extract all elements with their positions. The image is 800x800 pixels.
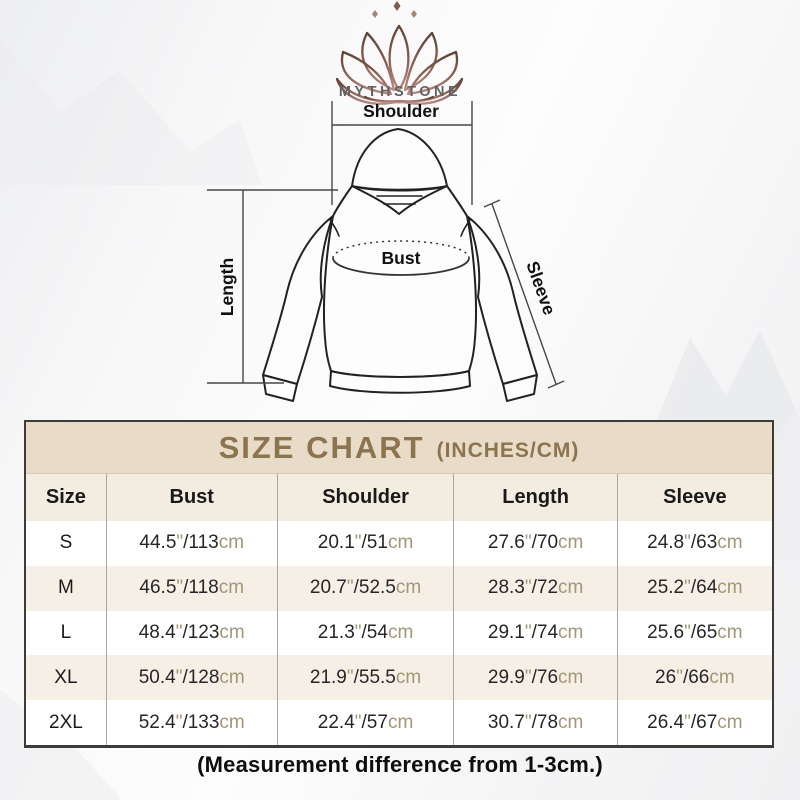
size-value: S xyxy=(59,532,73,554)
size-value: L xyxy=(60,621,72,643)
sleeve-measurement: 24.8 "/63 cm xyxy=(616,521,772,566)
hoodie-body xyxy=(323,185,477,378)
column-header-bust: Bust xyxy=(105,474,277,521)
length-measurement: 30.7 "/78 cm xyxy=(453,700,616,745)
hoodie-left-sleeve xyxy=(262,215,334,385)
column-header-length: Length xyxy=(453,474,616,521)
shoulder-measurement: 21.9 "/55.5 cm xyxy=(276,655,454,701)
sleeve-dimension-line xyxy=(483,199,565,389)
lotus-logo-icon xyxy=(335,24,464,105)
shoulder-label: Shoulder xyxy=(363,101,439,121)
hoodie-measurement-diagram: MYTHSTONE Shoulder Length Bust Sleeve xyxy=(207,1,565,402)
hoodie-outline xyxy=(262,128,538,402)
hoodie-left-cuff xyxy=(262,374,298,402)
bust-measurement: 50.4 "/128 cm xyxy=(105,655,277,701)
measurement-footnote: (Measurement difference from 1-3cm.) xyxy=(197,752,603,777)
bust-label: Bust xyxy=(382,248,421,268)
size-value: XL xyxy=(54,666,78,688)
bust-ellipse-solid xyxy=(332,257,470,276)
size-chart-title-units: (INCHES/CM) xyxy=(436,438,580,462)
size-chart-title: SIZE CHART xyxy=(218,429,425,465)
column-header-sleeve: Sleeve xyxy=(616,474,772,521)
size-row-S: S 44.5 "/113 cm 20.1 "/51 cm 27.6 "/70 cm 24.8 "/63… xyxy=(26,521,772,566)
table-body: S 44.5 "/113 cm 20.1 "/51 cm 27.6 "/70 cm 24.8 "/63… xyxy=(26,521,772,745)
bust-measurement: 46.5 "/118 cm xyxy=(105,565,277,611)
bust-measurement: 44.5 "/113 cm xyxy=(105,521,277,566)
length-dimension-line xyxy=(207,189,338,384)
shoulder-dimension-line xyxy=(331,101,473,205)
hood-fold-lines xyxy=(376,195,423,205)
mountain-shape-topleft xyxy=(0,40,262,185)
length-measurement: 29.9 "/76 cm xyxy=(453,655,616,701)
sleeve-measurement: 25.2 "/64 cm xyxy=(616,565,772,611)
size-chart-title-band: SIZE CHART (INCHES/CM) xyxy=(26,422,772,474)
column-header-size: Size xyxy=(45,486,86,508)
hood-drape xyxy=(351,185,448,215)
shoulder-measurement: 21.3 "/54 cm xyxy=(276,610,454,656)
shoulder-measurement: 20.1 "/51 cm xyxy=(276,521,454,566)
brand-name: MYTHSTONE xyxy=(339,84,461,100)
size-row-2XL: 2XL 52.4 "/133 cm 22.4 "/57 cm 30.7 "/78 cm 26.4 " /… xyxy=(26,700,772,745)
sleeve-measurement: 26.4 "/67 cm xyxy=(616,700,772,745)
length-measurement: 27.6 "/70 cm xyxy=(453,521,616,566)
sparkle-icon xyxy=(372,1,417,18)
size-row-L: L 48.4 "/123 cm 21.3 "/54 cm 29.1 "/74 cm 25.6 "/65… xyxy=(26,610,772,656)
column-header-shoulder: Shoulder xyxy=(276,474,454,521)
size-chart-table: SIZE CHART (INCHES/CM) Size Bust Shoulder L… xyxy=(24,420,774,748)
shoulder-measurement: 20.7 "/52.5 cm xyxy=(276,565,454,611)
length-label: Length xyxy=(217,258,237,316)
length-measurement: 29.1 "/74 cm xyxy=(453,610,616,656)
dimension-lines xyxy=(207,101,565,389)
table-header-row: Size Bust Shoulder Length Sleeve xyxy=(26,474,772,521)
size-row-XL: XL 50.4 "/128 cm 21.9 "/55.5 cm 29.9 "/76 cm 26 "/6… xyxy=(26,655,772,701)
hoodie-hem-band xyxy=(329,370,471,394)
shoulder-measurement: 22.4 "/57 cm xyxy=(276,700,454,745)
bust-ellipse-dotted xyxy=(332,240,470,259)
hoodie-hood xyxy=(351,128,448,191)
size-value: 2XL xyxy=(49,711,83,733)
hoodie-right-cuff xyxy=(502,374,538,402)
shoulder-seam-notches xyxy=(329,219,471,237)
sleeve-measurement: 26 "/66 cm xyxy=(616,655,772,701)
sleeve-label: Sleeve xyxy=(522,259,559,318)
size-value: M xyxy=(57,577,74,599)
bust-measurement: 52.4 "/133 cm xyxy=(105,700,277,745)
length-measurement: 28.3 "/72 cm xyxy=(453,565,616,611)
bust-measurement: 48.4 "/123 cm xyxy=(105,610,277,656)
size-row-M: M 46.5 "/118 cm 20.7 "/52.5 cm 28.3 "/72 cm 25.2 " /… xyxy=(26,565,772,611)
sleeve-measurement: 25.6 "/65 cm xyxy=(616,610,772,656)
